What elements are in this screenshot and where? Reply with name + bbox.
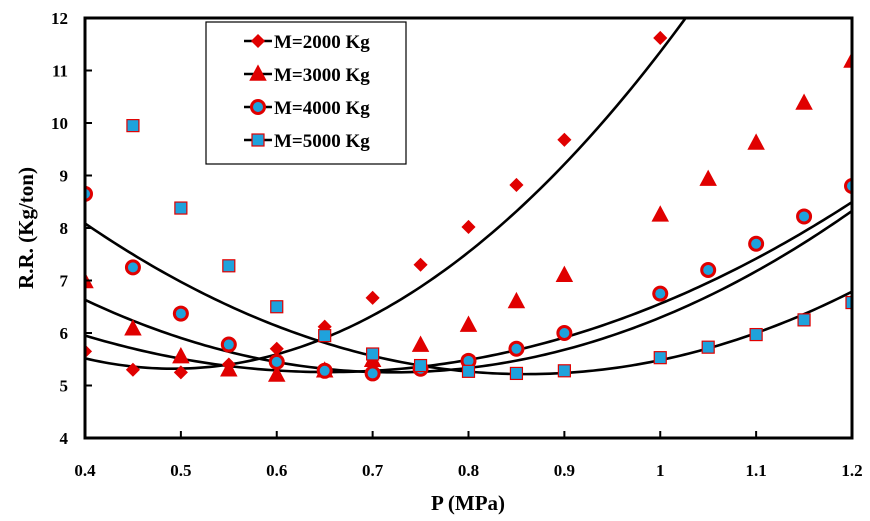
data-point-s1-11 [557,132,572,147]
data-point-s4-14 [797,313,811,327]
x-tick-label: 0.9 [554,461,575,480]
legend-marker-3 [253,102,263,112]
data-point-s4-15 [845,295,852,310]
data-point-s4-13 [749,327,763,342]
data-point-s3-11 [559,328,570,338]
data-point-s2-8 [411,335,430,352]
data-point-s3-13 [703,265,714,275]
data-point-s2-2 [124,319,142,336]
x-tick-label: 0.8 [458,461,479,480]
y-tick-label: 5 [60,377,69,396]
y-tick-label: 11 [52,62,68,81]
data-point-s2-12 [651,205,670,222]
data-point-s4-8 [461,364,476,378]
series-line-4 [85,222,852,376]
data-point-s1-3 [173,365,188,380]
x-axis-title: P (MPa) [431,491,505,515]
data-point-s2-15 [795,93,813,110]
data-point-s3-7 [367,368,378,379]
legend-label-1: M=2000 Kg [274,32,370,53]
data-point-s4-1 [126,119,140,133]
data-point-s1-12 [653,30,668,46]
data-point-s1-2 [125,362,140,377]
data-point-s3-14 [751,238,762,249]
series-markers [85,30,852,382]
y-tick-label: 10 [51,114,68,133]
data-point-s3-2 [127,262,138,273]
data-point-s3-6 [319,365,330,376]
y-axis-title: R.R. (Kg/ton) [14,167,38,289]
legend-marker-4 [251,133,265,147]
data-point-s2-5 [267,365,286,382]
data-point-s3-5 [271,356,282,367]
data-point-s1-9 [461,219,476,235]
data-point-s2-14 [747,133,765,150]
legend-label-3: M=4000 Kg [274,98,370,119]
x-tick-label: 1.1 [746,461,767,480]
data-point-s2-4 [220,360,238,377]
x-tick-label: 1.2 [841,461,862,480]
data-point-s4-12 [701,340,715,354]
series-line-1 [85,18,688,370]
legend-label-4: M=5000 Kg [274,131,370,152]
data-point-s4-10 [557,364,571,378]
data-point-s1-8 [413,257,428,272]
x-tick-label: 0.4 [74,461,96,480]
data-point-s2-16 [843,51,852,68]
y-tick-label: 8 [60,219,69,238]
data-point-s2-10 [507,291,526,309]
y-tick-label: 6 [60,324,69,343]
data-point-s4-3 [222,259,236,273]
y-tick-label: 12 [51,9,68,28]
data-point-s4-11 [653,351,667,365]
data-point-s4-5 [318,329,332,343]
data-point-s2-9 [459,315,478,332]
data-point-s2-13 [699,169,717,186]
data-point-s3-9 [463,355,474,366]
data-point-s1-10 [509,177,524,193]
data-point-s3-15 [799,211,810,222]
legend-label-2: M=3000 Kg [274,65,370,86]
data-point-s4-6 [366,347,380,361]
y-tick-label: 4 [60,429,69,448]
data-point-s4-9 [509,366,524,381]
data-point-s1-7 [365,290,380,305]
y-tick-label: 9 [60,167,69,186]
x-axis: 0.4 0.5 0.6 0.7 0.8 0.9 1 1.1 1.2 [74,431,863,480]
data-point-s4-2 [174,201,188,215]
data-point-s4-7 [413,358,428,373]
data-point-s2-3 [172,347,190,364]
data-point-s2-11 [555,265,574,282]
data-point-s3-10 [511,343,522,354]
x-tick-label: 1 [656,461,665,480]
legend-box [205,21,407,165]
data-point-s3-3 [175,308,186,319]
x-tick-label: 0.6 [266,461,287,480]
legend: M=2000 Kg M=3000 Kg M=4000 Kg M=5000 Kg [205,21,407,165]
legend-marker-1 [250,33,266,49]
y-axis: 4 5 6 7 8 9 10 11 12 [51,9,92,448]
legend-marker-2 [249,64,267,81]
y-tick-label: 7 [60,272,69,291]
data-point-s3-4 [223,339,234,350]
data-point-s4-4 [270,300,284,314]
x-tick-label: 0.5 [170,461,191,480]
x-tick-label: 0.7 [362,461,384,480]
data-point-s3-12 [655,288,666,299]
